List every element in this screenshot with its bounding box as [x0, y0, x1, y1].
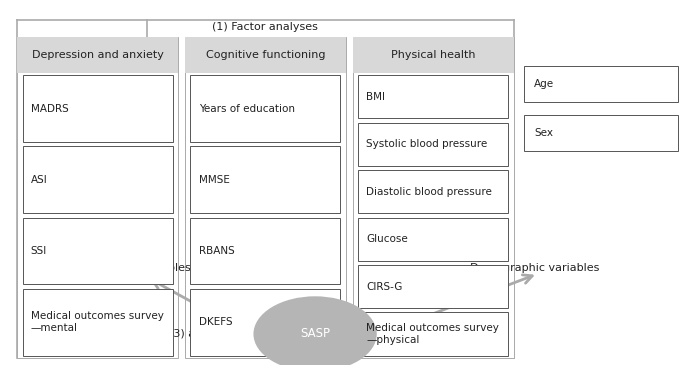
Text: Clinical variables: Clinical variables [97, 263, 191, 273]
Text: Systolic blood pressure: Systolic blood pressure [366, 139, 488, 149]
Bar [358, 123, 508, 166]
Text: Medical outcomes survey
—physical: Medical outcomes survey —physical [366, 323, 499, 345]
Bar [358, 312, 508, 356]
Text: Physical health: Physical health [391, 50, 475, 60]
Text: Glucose: Glucose [366, 234, 408, 244]
Bar [190, 289, 340, 356]
Text: Demographic variables: Demographic variables [470, 263, 599, 273]
Bar [23, 289, 173, 356]
Bar [358, 75, 508, 118]
Text: Sex: Sex [534, 128, 553, 138]
Text: Diastolic blood pressure: Diastolic blood pressure [366, 187, 493, 197]
Text: BMI: BMI [366, 92, 386, 102]
Text: (1) Factor analyses: (1) Factor analyses [212, 22, 319, 32]
Text: (2): (2) [437, 329, 453, 339]
Bar [353, 36, 514, 358]
Text: RBANS: RBANS [199, 246, 234, 256]
Text: CIRS-G: CIRS-G [366, 281, 403, 292]
Bar [17, 36, 178, 73]
Text: Age: Age [534, 79, 554, 89]
Bar [358, 265, 508, 308]
Text: Medical outcomes survey
—mental: Medical outcomes survey —mental [31, 311, 164, 333]
Text: MMSE: MMSE [199, 175, 229, 185]
Bar [190, 146, 340, 213]
Text: SASP: SASP [300, 327, 330, 341]
Bar [23, 75, 173, 142]
Text: Years of education: Years of education [199, 104, 295, 114]
Ellipse shape [253, 296, 377, 365]
Bar [23, 218, 173, 284]
Bar [524, 66, 678, 102]
Bar [17, 36, 178, 358]
Text: Depression and anxiety: Depression and anxiety [32, 50, 164, 60]
Text: SSI: SSI [31, 246, 47, 256]
Bar [353, 36, 514, 73]
Bar [185, 36, 346, 358]
Bar [23, 146, 173, 213]
Bar [185, 36, 346, 73]
Bar [358, 218, 508, 261]
Bar [190, 75, 340, 142]
Bar [190, 218, 340, 284]
Text: MADRS: MADRS [31, 104, 68, 114]
Text: (3) and (4): (3) and (4) [169, 329, 229, 339]
Text: Cognitive functioning: Cognitive functioning [206, 50, 325, 60]
Text: DKEFS: DKEFS [199, 317, 232, 327]
Bar [358, 170, 508, 213]
Bar [524, 115, 678, 151]
Text: ASI: ASI [31, 175, 47, 185]
